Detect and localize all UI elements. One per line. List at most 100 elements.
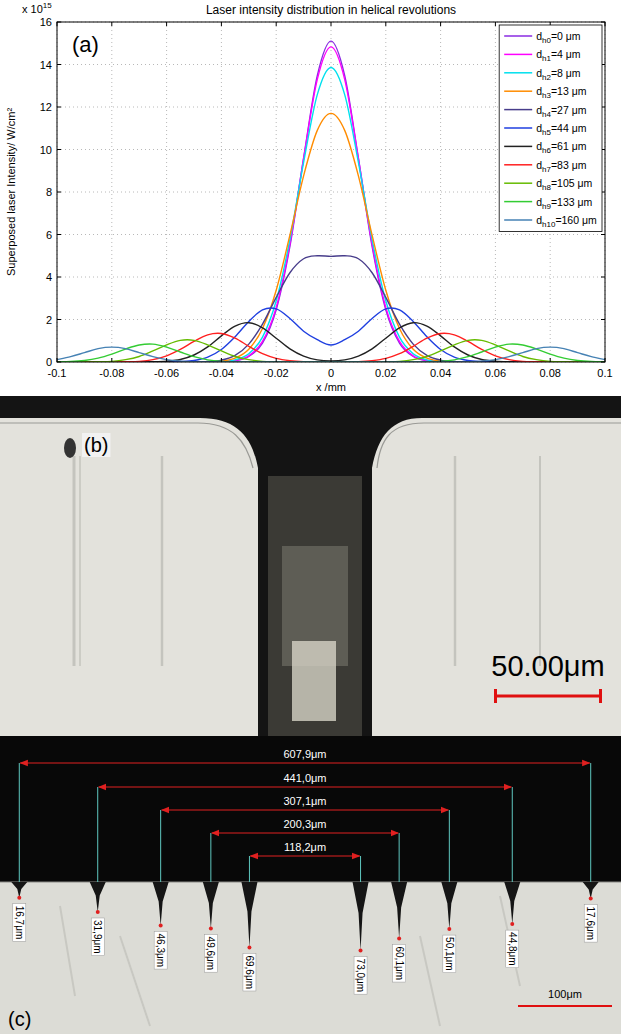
legend-swatch [504,90,532,92]
x-tick [495,22,496,26]
width-arrow [250,855,359,856]
extension-line [360,856,361,882]
kerf-edge [0,423,621,468]
texture-streak [120,936,150,1026]
extension-line [97,787,98,882]
x-tick-label: 0.02 [375,367,396,379]
x-tick-label: 0.08 [539,367,560,379]
y-tick [57,22,61,23]
y-tick [57,192,61,193]
depth-label-group: 60,1μm [393,944,406,982]
legend-swatch [504,182,532,184]
depth-label: 49,6μm [205,937,216,971]
legend-swatch [504,219,532,221]
legend-text-part: =13 μm [551,85,587,97]
x-tick-label: 0.04 [430,367,451,379]
legend-label: dh0=0 μm [536,30,581,45]
y-tick [601,362,605,363]
y-grid-line [57,277,605,278]
legend-swatch [504,201,532,203]
extension-line [590,763,591,882]
texture-streak [420,936,440,1026]
width-label: 307,1μm [283,795,326,807]
groove [441,882,457,929]
legend-swatch [504,109,532,111]
scale-bar [496,695,601,698]
width-label: 441,0μm [283,772,326,784]
depth-label-group: 16,7μm [13,904,26,942]
x-tick [221,358,222,362]
x-tick [276,358,277,362]
x-grid-line [495,22,496,362]
y-grid-line [57,234,605,235]
legend-label: dh3=13 μm [536,85,587,100]
groove-tip [209,927,213,931]
extension-line [399,833,400,882]
x-tick [605,358,606,362]
legend-text-part: =4 μm [551,48,581,60]
legend: dh0=0 μmdh1=4 μmdh2=8 μmdh3=13 μmdh4=27 … [499,25,602,231]
legend-label: dh4=27 μm [536,104,587,119]
depth-label-bg [154,932,167,970]
y-tick [601,277,605,278]
legend-swatch [504,35,532,37]
x-tick [111,22,112,26]
depth-label-group: 73,0μm [354,957,367,995]
legend-label: dh7=83 μm [536,159,587,174]
x-tick [385,22,386,26]
groove-tip [159,924,163,928]
x-tick-label: 0 [328,367,334,379]
x-grid-line [440,22,441,362]
groove-tip [397,936,401,940]
texture-streak [539,456,541,666]
legend-text-part: =83 μm [551,159,587,171]
depth-label-group: 49,6μm [204,935,217,973]
y-tick [601,22,605,23]
debris-spot [64,438,76,458]
width-label: 118,2μm [284,841,326,853]
depth-label-bg [354,957,367,995]
extension-line [160,810,161,882]
texture-streak [500,896,520,986]
legend-text-sub: h10 [542,220,556,229]
legend-box [499,25,602,231]
y-tick-label: 14 [40,59,52,71]
y-grid-line [57,319,605,320]
groove [90,882,106,912]
legend-text-part: =8 μm [551,67,581,79]
groove-tip [589,897,593,901]
groove-tip [359,949,363,953]
photo-dark-area [0,736,621,882]
legend-swatch [504,72,532,74]
panel-label-bg [82,433,110,457]
depth-label-group: 17,6μm [584,905,597,943]
groove-tip [510,922,514,926]
depth-label-group: 31,9μm [91,918,104,956]
x-tick [111,358,112,362]
depth-label-group: 69,6μm [243,953,256,991]
y-tick-label: 10 [40,144,52,156]
groove-tip [447,927,451,931]
width-label: 607,9μm [283,748,326,760]
legend-label: dh1=4 μm [536,48,581,63]
legend-swatch [504,127,532,129]
x-tick [440,358,441,362]
legend-text-part: =0 μm [551,30,581,42]
width-label: 200,3μm [283,818,326,830]
extension-line [449,810,450,882]
depth-label-bg [443,935,456,973]
series-line [57,347,605,362]
groove [11,882,27,898]
x-tick [440,22,441,26]
legend-swatch [504,54,532,56]
y-tick-label: 6 [46,229,52,241]
groove [153,882,169,926]
width-arrow [162,809,449,810]
legend-text-part: =160 μm [555,214,597,226]
kerf-wall [292,641,336,721]
y-multiplier-base: x 10 [22,3,43,15]
legend-text-part: =27 μm [551,104,587,116]
legend-swatch [504,146,532,148]
legend-label: dh9=133 μm [536,196,592,211]
groove-tip [17,896,21,900]
